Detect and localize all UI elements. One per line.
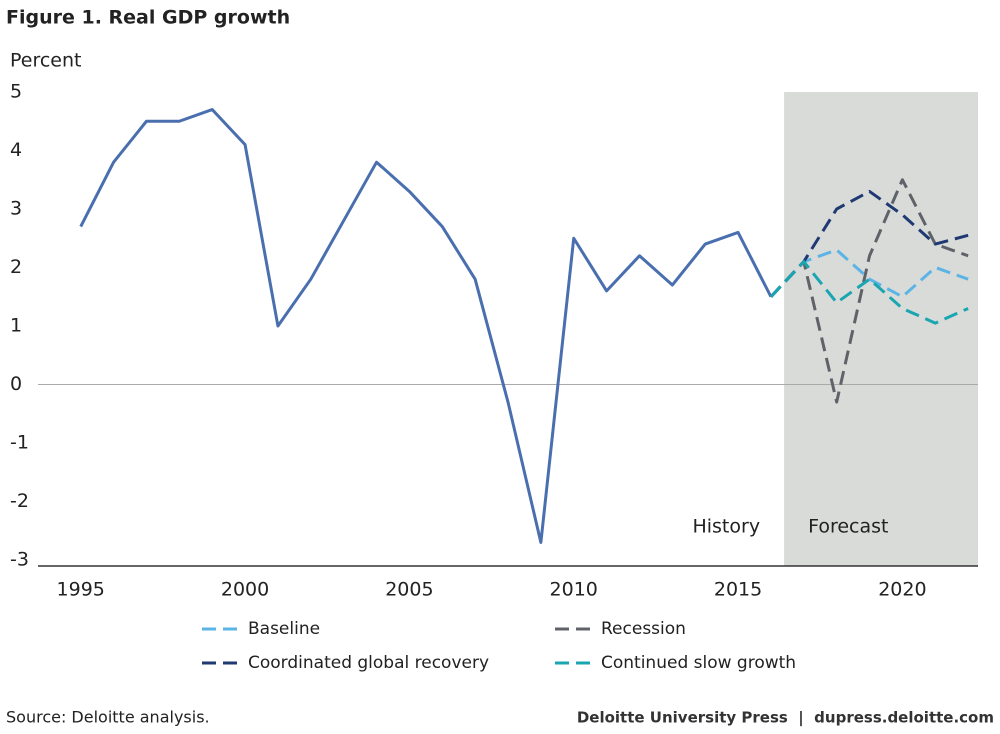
y-tick-label: 2 [10, 256, 22, 278]
credit: Deloitte University Press | dupress.delo… [577, 709, 994, 728]
legend-label: Baseline [248, 619, 320, 639]
annotation: Forecast [808, 516, 888, 538]
x-tick-label: 1995 [57, 579, 105, 601]
series-line [79, 108, 773, 544]
x-tick-label: 2005 [385, 579, 433, 601]
y-tick-label: 4 [10, 139, 22, 161]
series-line [769, 260, 969, 325]
y-axis-label: Percent [10, 50, 82, 72]
annotation: History [692, 516, 760, 538]
y-tick-label: -1 [10, 432, 29, 454]
legend-label: Continued slow growth [601, 653, 796, 673]
y-tick-label: 5 [10, 81, 22, 103]
y-tick-label: 1 [10, 315, 22, 337]
forecast-region [784, 92, 978, 566]
y-tick-label: -2 [10, 490, 29, 512]
chart-title: Figure 1. Real GDP growth [6, 7, 290, 29]
y-tick-label: 0 [10, 373, 22, 395]
x-tick-label: 2010 [550, 579, 598, 601]
x-tick-label: 2015 [714, 579, 762, 601]
x-tick-label: 2000 [221, 579, 269, 601]
legend-label: Coordinated global recovery [248, 653, 489, 673]
y-tick-label: 3 [10, 198, 22, 220]
y-tick-label: -3 [10, 549, 29, 571]
x-tick-label: 2020 [878, 579, 926, 601]
legend-label: Recession [601, 619, 686, 639]
source: Source: Deloitte analysis. [6, 708, 210, 727]
